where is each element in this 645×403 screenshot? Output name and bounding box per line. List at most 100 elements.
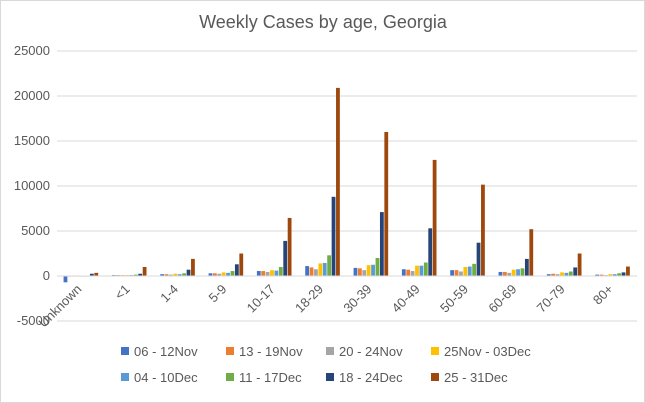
bar-14-s8 — [191, 258, 195, 276]
legend-label: 06 - 12Nov — [134, 344, 198, 359]
bar-59-s6 — [230, 271, 235, 276]
bar-1017-s8 — [287, 217, 292, 276]
x-tick-label: 18-29 — [292, 281, 326, 315]
x-tick-label: 60-69 — [485, 281, 519, 315]
gridlines — [57, 50, 637, 322]
legend-swatch — [326, 373, 334, 381]
x-tick-label: 80+ — [590, 281, 616, 307]
bar-1017-s7 — [283, 240, 288, 276]
bar-1829-s7 — [331, 196, 336, 276]
bar-5059-s6 — [472, 263, 477, 276]
legend: 06 - 12Nov 13 - 19Nov 20 - 24Nov 25Nov - 03… — [121, 344, 531, 385]
bar-80-s7 — [621, 272, 626, 276]
bar-7079-s3 — [555, 274, 560, 276]
legend-label: 18 - 24Dec — [339, 370, 403, 385]
bar-1-s8 — [142, 267, 147, 276]
x-tick-label: 30-39 — [340, 281, 374, 315]
x-tick-label: Unknown — [36, 281, 85, 330]
bar-7079-s5 — [564, 272, 569, 276]
bar-5059-s3 — [459, 271, 463, 276]
bar-6069-s3 — [507, 272, 512, 276]
bar-5059-s7 — [476, 242, 481, 276]
bar-80-s2 — [599, 274, 604, 276]
x-axis-ticks: Unknown <1 1-4 5-9 10-17 18-29 30-39 40-49 50-59… — [36, 281, 617, 330]
legend-label: 11 - 17Dec — [239, 370, 302, 385]
legend-swatch — [326, 347, 334, 355]
legend-swatch — [121, 373, 129, 381]
bar-Unknown-s1 — [63, 276, 68, 283]
bar-1829-s5 — [322, 262, 327, 276]
bar-3039-s1 — [353, 267, 358, 276]
bar-4049-s8 — [432, 159, 437, 276]
bar-Unknown-s8 — [94, 272, 99, 276]
bar-1829-s1 — [305, 266, 310, 276]
legend-label: 04 - 10Dec — [134, 370, 198, 385]
bar-80-s6 — [617, 273, 622, 276]
bar-4049-s6 — [423, 262, 428, 276]
bar-1829-s6 — [327, 255, 332, 276]
bar-14-s7 — [186, 269, 191, 276]
bar-1-s6 — [133, 274, 138, 276]
y-tick-label: 15000 — [14, 133, 50, 148]
bar-59-s1 — [208, 273, 213, 276]
bar-14-s6 — [182, 273, 187, 276]
legend-swatch — [121, 347, 129, 355]
y-tick-label: 5000 — [21, 223, 50, 238]
bar-59-s3 — [217, 273, 222, 276]
bar-14-s2 — [164, 274, 169, 276]
bar-59-s2 — [212, 273, 217, 276]
bar-7079-s8 — [577, 253, 582, 276]
y-tick-label: 0 — [43, 268, 50, 283]
bar-6069-s2 — [502, 271, 507, 276]
bar-1017-s3 — [265, 271, 270, 276]
bar-5059-s1 — [450, 270, 455, 276]
bar-59-s4 — [221, 272, 226, 276]
bar-80-s5 — [612, 274, 617, 276]
bar-1017-s5 — [274, 270, 279, 276]
bar-7079-s6 — [568, 271, 573, 276]
chart-title: Weekly Cases by age, Georgia — [199, 12, 448, 32]
legend-label: 25 - 31Dec — [444, 370, 508, 385]
x-tick-label: 40-49 — [389, 281, 423, 315]
bar-80-s1 — [595, 274, 600, 276]
y-tick-label: -5000 — [17, 313, 50, 328]
bar-1017-s4 — [270, 270, 274, 276]
bar-3039-s5 — [371, 264, 375, 276]
x-tick-label: <1 — [112, 281, 133, 302]
bar-5059-s4 — [463, 267, 468, 276]
bar-3039-s3 — [362, 270, 367, 276]
bar-6069-s6 — [520, 268, 525, 276]
bar-Unknown-s7 — [89, 273, 94, 276]
bar-5059-s5 — [467, 266, 472, 276]
legend-swatch — [431, 347, 439, 355]
bar-14-s1 — [160, 274, 165, 276]
x-tick-label: 10-17 — [244, 281, 278, 315]
bar-3039-s8 — [384, 132, 389, 276]
legend-swatch — [226, 373, 234, 381]
bar-14-s3 — [169, 274, 173, 276]
bar-1829-s3 — [314, 269, 318, 276]
bar-59-s8 — [239, 253, 244, 276]
bar-4049-s7 — [428, 228, 433, 276]
y-tick-label: 20000 — [14, 88, 50, 103]
bar-7079-s4 — [560, 272, 564, 276]
y-axis-ticks: -5000 0 5000 10000 15000 20000 25000 — [14, 43, 50, 328]
y-tick-label: 25000 — [14, 43, 50, 58]
bar-7079-s2 — [551, 273, 556, 276]
legend-swatch — [226, 347, 234, 355]
x-tick-label: 50-59 — [437, 281, 471, 315]
legend-swatch — [431, 373, 439, 381]
bar-3039-s6 — [375, 258, 380, 276]
bar-59-s7 — [234, 264, 239, 276]
bar-7079-s7 — [573, 267, 578, 276]
bar-6069-s5 — [516, 269, 520, 276]
bar-4049-s3 — [410, 271, 415, 276]
bar-80-s8 — [626, 266, 630, 276]
bar-6069-s7 — [524, 258, 529, 276]
bar-6069-s8 — [529, 229, 534, 276]
bar-1829-s2 — [309, 267, 314, 276]
bar-3039-s4 — [366, 265, 371, 276]
legend-label: 20 - 24Nov — [339, 344, 403, 359]
bar-4049-s1 — [401, 269, 406, 276]
